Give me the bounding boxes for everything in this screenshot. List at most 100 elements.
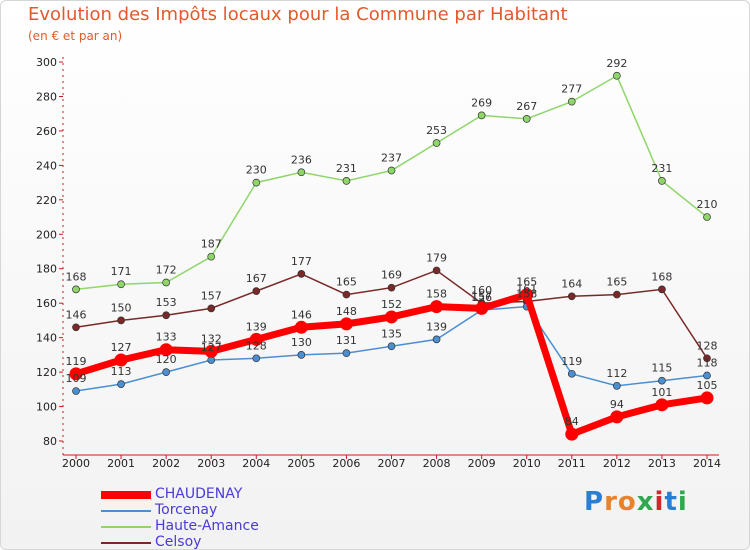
data-label: 253: [426, 124, 447, 137]
data-label: 139: [426, 320, 447, 333]
data-label: 128: [246, 339, 267, 352]
data-point: [520, 288, 534, 302]
data-label: 131: [336, 334, 357, 347]
data-label: 165: [516, 276, 537, 289]
data-point: [567, 369, 576, 378]
data-label: 94: [610, 398, 624, 411]
data-point: [567, 292, 576, 301]
data-point: [385, 310, 398, 324]
data-point: [117, 280, 125, 289]
data-label: 168: [651, 270, 672, 283]
data-point: [249, 332, 263, 346]
data-point: [117, 316, 125, 325]
x-tick-label: 2008: [423, 457, 451, 470]
data-label: 135: [381, 327, 402, 340]
data-label: 168: [66, 270, 87, 283]
data-label: 165: [606, 276, 627, 289]
x-tick-label: 2001: [107, 457, 135, 470]
data-label: 120: [156, 353, 177, 366]
data-label: 231: [651, 162, 672, 175]
data-point: [342, 290, 351, 299]
data-label: 109: [66, 372, 87, 385]
x-tick-label: 2007: [378, 457, 406, 470]
legend-swatch-chaudenay: [101, 491, 151, 499]
data-point: [613, 290, 621, 299]
data-point: [432, 139, 441, 147]
data-point: [72, 323, 80, 332]
data-point: [655, 398, 669, 412]
data-point: [72, 387, 80, 395]
data-label: 115: [651, 362, 672, 375]
data-label: 113: [111, 365, 132, 378]
data-label: 152: [381, 298, 402, 311]
chart-title: Evolution des Impôts locaux pour la Comm…: [28, 4, 568, 25]
data-label: 127: [201, 341, 222, 354]
data-point: [162, 368, 170, 376]
x-tick-label: 2002: [152, 457, 180, 470]
y-tick-label: 80: [43, 435, 57, 448]
y-tick-label: 280: [36, 90, 57, 103]
data-label: 118: [697, 357, 718, 370]
data-point: [342, 177, 351, 185]
y-tick-label: 240: [36, 159, 57, 172]
data-point: [252, 354, 261, 363]
data-label: 292: [606, 57, 627, 70]
data-point: [703, 213, 711, 221]
data-label: 161: [516, 282, 537, 295]
data-label: 128: [697, 339, 718, 352]
y-tick-label: 220: [36, 194, 57, 207]
y-tick-label: 260: [36, 125, 57, 138]
x-tick-label: 2010: [513, 457, 541, 470]
data-label: 119: [561, 355, 582, 368]
x-tick-label: 2005: [287, 457, 315, 470]
data-label: 150: [111, 301, 132, 314]
y-tick-label: 180: [36, 263, 57, 276]
data-point: [565, 427, 579, 441]
data-point: [252, 178, 261, 187]
data-label: 146: [66, 308, 87, 321]
x-tick-label: 2000: [62, 457, 90, 470]
y-tick-label: 200: [36, 228, 57, 241]
proxiti-logo: Proxiti: [584, 487, 688, 517]
data-label: 237: [381, 152, 402, 165]
data-label: 112: [606, 367, 627, 380]
x-tick-label: 2014: [693, 457, 721, 470]
series-lines: [69, 71, 714, 441]
data-point: [703, 354, 711, 363]
data-point: [69, 367, 83, 381]
data-point: [297, 270, 306, 278]
data-point: [252, 287, 261, 295]
data-point: [159, 343, 173, 357]
data-point: [204, 344, 218, 358]
data-point: [567, 97, 576, 106]
x-tick-label: 2004: [242, 457, 270, 470]
data-point: [117, 380, 125, 388]
data-point: [522, 114, 531, 123]
y-tick-label: 100: [36, 401, 57, 414]
legend-label-chaudenay: CHAUDENAY: [155, 486, 243, 502]
series-torcenay: [72, 302, 711, 395]
chart-subtitle: (en € et par an): [28, 29, 123, 43]
data-label: 172: [156, 264, 177, 277]
y-tick-label: 300: [36, 56, 57, 69]
data-label: 167: [246, 272, 267, 285]
data-point: [387, 342, 396, 351]
x-tick-label: 2013: [648, 457, 676, 470]
series-haute-amance: [72, 71, 711, 294]
data-label: 84: [565, 415, 579, 428]
data-point: [658, 177, 666, 185]
data-label: 158: [426, 288, 447, 301]
data-label: 105: [697, 379, 718, 392]
data-point: [207, 304, 216, 313]
legend-label-torcenay: Torcenay: [155, 502, 218, 518]
data-point: [387, 166, 396, 175]
data-label: 231: [336, 162, 357, 175]
data-point: [475, 301, 489, 315]
data-label: 236: [291, 153, 312, 166]
x-tick-label: 2006: [332, 457, 360, 470]
data-point: [658, 376, 666, 385]
data-label: 127: [111, 341, 132, 354]
legend-label-celsoy: Celsoy: [155, 534, 202, 550]
